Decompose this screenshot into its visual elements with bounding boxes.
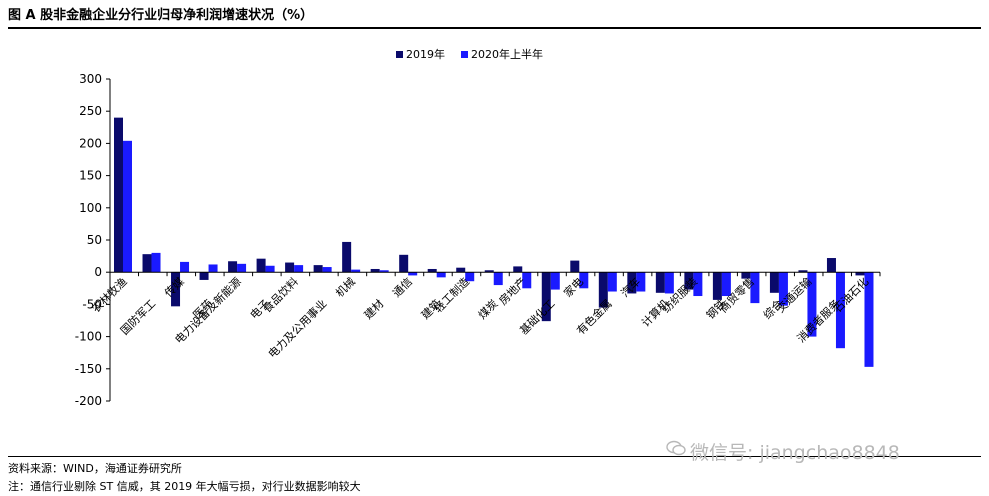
bar-series-2 xyxy=(664,272,674,294)
bar-series-1 xyxy=(313,265,323,273)
bar-series-2 xyxy=(522,272,532,289)
bar-series-1 xyxy=(798,270,808,273)
category-label: 传媒 xyxy=(162,275,187,300)
bar-series-2 xyxy=(151,252,161,273)
legend-swatch xyxy=(461,51,468,58)
category-label: 有色金属 xyxy=(574,296,615,337)
bar-series-2 xyxy=(180,261,190,273)
bar-series-2 xyxy=(579,272,589,289)
bar-series-1 xyxy=(712,272,722,300)
bar-series-2 xyxy=(493,272,503,286)
bar-series-2 xyxy=(322,267,332,273)
y-tick-label: 150 xyxy=(79,169,102,183)
bar-series-1 xyxy=(171,272,181,307)
y-axis: 300 250 200 150 100 50 0 -50 -100 -150 -200 xyxy=(75,72,111,408)
chart-title: 图 A 股非金融企业分行业归母净利润增速状况（%） xyxy=(8,8,314,23)
bar-series-2 xyxy=(294,265,304,273)
legend-label: 2020年上半年 xyxy=(471,47,543,61)
bar-series-2 xyxy=(408,272,418,276)
y-tick-label: -150 xyxy=(75,362,102,376)
category-label: 通信 xyxy=(390,275,415,300)
category-label: 食品饮料 xyxy=(260,274,301,315)
bar-series-2 xyxy=(550,272,560,290)
bar-series-1 xyxy=(114,117,123,273)
bar-series-1 xyxy=(655,272,665,293)
note-text: 注：通信行业剔除 ST 信威，其 2019 年大幅亏损，对行业数据影响较大 xyxy=(8,480,361,493)
y-tick-label: -50 xyxy=(82,297,102,311)
title-rule xyxy=(8,27,981,29)
bar-series-2 xyxy=(693,272,703,297)
bar-series-2 xyxy=(351,269,361,273)
bar-series-1 xyxy=(769,272,779,293)
footer-rule xyxy=(8,456,981,457)
bar-series-1 xyxy=(342,241,352,273)
bar-series-2 xyxy=(807,272,817,337)
bar-series-2 xyxy=(607,272,617,292)
legend-swatch xyxy=(396,51,403,58)
source-text: 资料来源：WIND，海通证券研究所 xyxy=(8,462,182,475)
bar-series-1 xyxy=(598,272,608,308)
y-tick-label: -200 xyxy=(75,394,102,408)
bar-series-2 xyxy=(265,265,275,273)
bar-series-2 xyxy=(864,272,874,367)
bar-series-1 xyxy=(399,254,409,273)
bar-series-1 xyxy=(228,261,238,273)
category-label: 国防军工 xyxy=(117,296,158,337)
bar-series-2 xyxy=(465,272,475,282)
bar-series-1 xyxy=(370,268,380,273)
bar-series-1 xyxy=(456,267,466,273)
bar-series-1 xyxy=(427,268,437,273)
bar-chart: 2019年 2020年上半年 300 250 200 150 100 50 0 -50 -100 -… xyxy=(75,47,881,408)
y-tick-label: -100 xyxy=(75,330,102,344)
category-label: 基础化工 xyxy=(517,296,558,337)
bar-series-1 xyxy=(256,258,266,273)
bar-series-2 xyxy=(750,272,760,304)
y-tick-label: 200 xyxy=(79,136,102,150)
y-tick-label: 250 xyxy=(79,104,102,118)
y-tick-label: 300 xyxy=(79,72,102,86)
bar-series-2 xyxy=(778,272,788,306)
x-axis xyxy=(109,271,881,277)
bar-series-2 xyxy=(835,272,845,349)
bar-series-1 xyxy=(541,272,551,322)
category-label: 轻工制造 xyxy=(431,274,472,315)
bar-series-2 xyxy=(436,272,446,278)
bar-series-2 xyxy=(636,272,646,292)
bar-series-1 xyxy=(142,254,152,273)
bar-series-1 xyxy=(199,272,209,280)
bars xyxy=(114,117,874,367)
bar-series-1 xyxy=(285,262,295,273)
bar-series-2 xyxy=(379,270,389,273)
category-label: 建材 xyxy=(361,296,386,321)
bar-series-1 xyxy=(826,258,836,273)
bar-series-2 xyxy=(123,140,132,273)
bar-series-2 xyxy=(721,272,731,297)
watermark-text: 微信号: jiangchao8848 xyxy=(690,442,900,464)
bar-series-1 xyxy=(570,260,580,273)
category-label: 煤炭 xyxy=(476,297,501,322)
category-label: 农林牧渔 xyxy=(89,274,130,315)
bar-series-1 xyxy=(513,266,523,273)
bar-series-1 xyxy=(684,272,694,290)
bar-series-2 xyxy=(237,263,247,273)
bar-series-1 xyxy=(855,272,865,276)
category-label: 机械 xyxy=(332,274,357,299)
wechat-icon xyxy=(666,440,686,456)
bar-series-2 xyxy=(208,264,218,273)
y-tick-label: 0 xyxy=(94,265,102,279)
bar-series-1 xyxy=(484,270,494,273)
bar-series-1 xyxy=(627,272,637,294)
y-tick-label: 100 xyxy=(79,201,102,215)
legend-label: 2019年 xyxy=(406,47,445,61)
bar-series-1 xyxy=(741,272,751,279)
y-tick-label: 50 xyxy=(87,233,102,247)
legend: 2019年 2020年上半年 xyxy=(396,47,543,61)
